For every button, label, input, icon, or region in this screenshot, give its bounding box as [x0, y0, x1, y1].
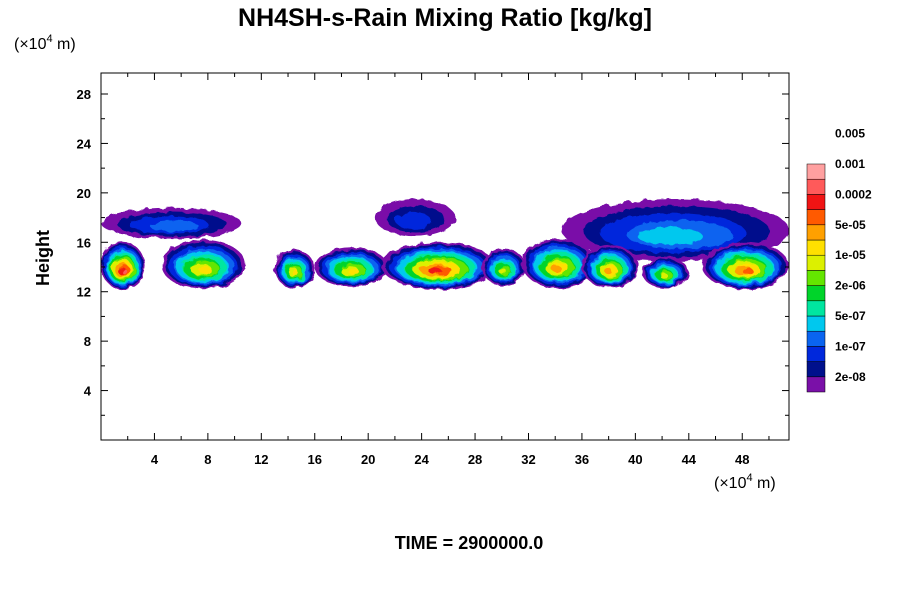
colorbar-box: [806, 163, 826, 180]
field-cloud_x29_32: [481, 248, 526, 286]
colorbar: 2e-08 1e-07 5e-07 2e-06 1e-05 5e-05 0.0002 0.00…: [806, 127, 872, 393]
colorbar-box: [806, 315, 826, 332]
x-axis-ticks: 4 8 12 16 20 24 28 32 36 40 44 48: [127, 73, 770, 467]
contour-level-2: [395, 212, 432, 229]
contour-level-9: [292, 270, 299, 277]
colorbar-box: [806, 239, 826, 256]
colorbar-box: [806, 178, 826, 195]
x-tick-label: 28: [468, 452, 482, 467]
contour-level-12: [428, 268, 442, 274]
colorbar-box: [806, 361, 826, 378]
x-tick-label: 16: [308, 452, 322, 467]
chart-title: NH4SH-s-Rain Mixing Ratio [kg/kg]: [238, 4, 652, 32]
contour-level-9: [199, 266, 212, 274]
colorbar-box: [806, 376, 826, 393]
colorbar-box: [806, 209, 826, 226]
field-cloud_x45_51: [702, 242, 789, 290]
colorbar-box: [806, 224, 826, 241]
field-cloud_x5_10: [161, 239, 246, 290]
field-upper_mid_patch: [374, 199, 456, 237]
plot-frame: [100, 72, 790, 441]
y-tick-label: 16: [77, 235, 91, 250]
colorbar-label: 2e-06: [835, 279, 866, 293]
colorbar-box: [806, 285, 826, 302]
colorbar-box: [806, 330, 826, 347]
colorbar-label: 0.0002: [835, 187, 872, 201]
field-layer: [101, 199, 789, 290]
field-cloud_x32_37: [521, 238, 596, 289]
contour-level-4: [637, 227, 703, 245]
x-tick-label: 24: [414, 452, 429, 467]
x-tick-label: 32: [521, 452, 535, 467]
x-tick-label: 12: [254, 452, 268, 467]
colorbar-label: 1e-07: [835, 339, 866, 353]
colorbar-label: 0.001: [835, 157, 865, 171]
y-tick-label: 20: [77, 186, 91, 201]
x-tick-label: 36: [575, 452, 589, 467]
contour-level-11: [742, 268, 754, 275]
field-cloud_x41_44: [642, 257, 689, 289]
x-tick-label: 20: [361, 452, 375, 467]
field-cloud_x36_40: [581, 244, 639, 289]
colorbar-box: [806, 300, 826, 317]
contour-level-10: [604, 268, 613, 275]
contour-level-8: [498, 268, 507, 275]
field-cloud_x21_29: [381, 242, 496, 290]
x-tick-label: 40: [628, 452, 642, 467]
time-label: TIME = 2900000.0: [395, 533, 544, 553]
y-axis-unit: (×104 m): [14, 33, 76, 53]
x-tick-label: 4: [151, 452, 159, 467]
contour-level-9: [347, 268, 360, 275]
colorbar-box: [806, 346, 826, 362]
colorbar-label: 1e-05: [835, 248, 866, 262]
colorbar-box: [806, 270, 826, 286]
contour-level-13: [121, 268, 127, 274]
x-axis-unit: (×104 m): [714, 472, 776, 492]
field-cloud_left_edge: [101, 242, 146, 290]
x-tick-label: 8: [204, 452, 211, 467]
field-upper_left_layer: [101, 207, 242, 239]
y-tick-label: 24: [77, 136, 92, 151]
contour-level-3: [149, 220, 199, 232]
y-tick-label: 12: [77, 285, 91, 300]
field-cloud_x13_16: [274, 249, 315, 289]
y-axis-ticks: 4 8 12 16 20 24 28: [77, 87, 789, 416]
y-tick-label: 8: [84, 334, 91, 349]
y-tick-label: 28: [77, 87, 91, 102]
field-cloud_x17_21: [314, 247, 389, 287]
colorbar-label: 5e-05: [835, 218, 866, 232]
contour-level-10: [551, 265, 562, 273]
y-tick-label: 4: [84, 384, 92, 399]
y-axis-label: Height: [33, 230, 53, 286]
colorbar-box: [806, 194, 826, 210]
colorbar-label: 2e-08: [835, 370, 866, 384]
colorbar-label: 5e-07: [835, 309, 866, 323]
contour-level-8: [660, 273, 669, 279]
x-tick-label: 44: [682, 452, 697, 467]
x-tick-label: 48: [735, 452, 749, 467]
colorbar-box: [806, 254, 826, 271]
colorbar-label: 0.005: [835, 127, 865, 141]
